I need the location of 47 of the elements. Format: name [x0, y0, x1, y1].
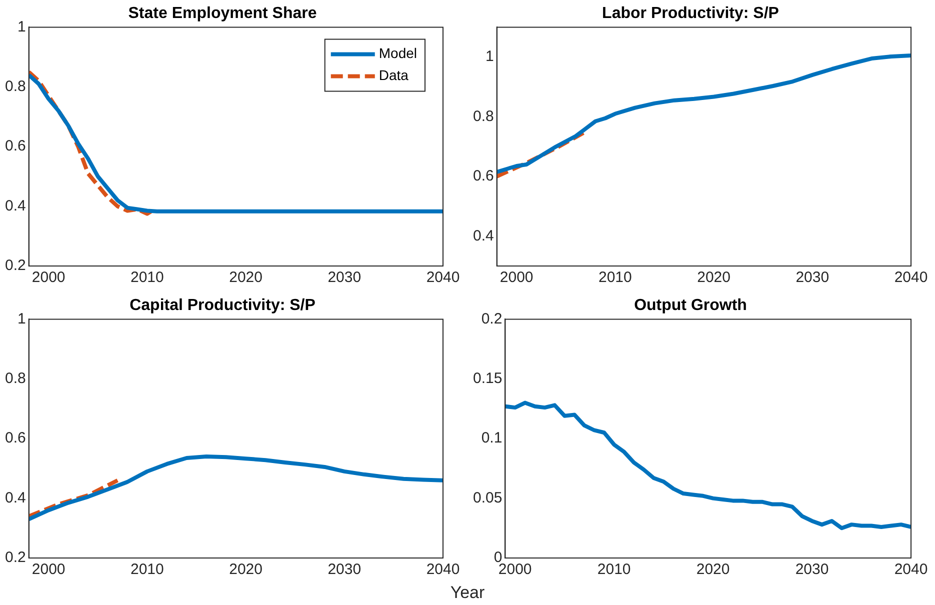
x-tick-label: 2020	[696, 561, 730, 578]
y-tick-label: 0.1	[481, 430, 502, 447]
y-tick-label: 0.4	[4, 197, 26, 214]
legend-label: Model	[378, 45, 418, 62]
x-tick-label: 2030	[796, 269, 830, 286]
x-tick-label: 2010	[130, 269, 164, 286]
line-series	[28, 70, 154, 216]
y-tick-label: 0.2	[4, 257, 26, 274]
x-tick-label: 2010	[130, 561, 164, 578]
y-tick-label: 0.05	[472, 489, 502, 506]
x-tick-label: 2000	[498, 561, 532, 578]
y-tick-label: 1	[486, 48, 494, 66]
chart-title: State Employment Share	[128, 5, 317, 22]
x-tick-label: 2000	[32, 269, 66, 286]
y-tick-label: 0.2	[4, 549, 26, 566]
line-series	[28, 478, 120, 518]
y-tick-label: 0.15	[472, 370, 502, 388]
x-tick-label: 2030	[328, 561, 362, 578]
y-tick-label: 0.4	[472, 227, 494, 244]
y-tick-label: 1	[18, 18, 26, 36]
x-tick-label: 2020	[229, 561, 262, 578]
x-tick-label: 2040	[894, 561, 928, 578]
x-tick-label: 2030	[795, 561, 829, 578]
x-tick-label: 2010	[598, 269, 632, 286]
x-tick-label: 2030	[328, 269, 362, 286]
x-tick-label: 2000	[500, 269, 534, 286]
chart-title: Capital Productivity: S/P	[130, 297, 316, 314]
y-tick-label: 0.6	[4, 430, 26, 447]
y-tick-label: 0.4	[4, 489, 26, 506]
legend-label: Data	[378, 67, 409, 84]
x-axis-title: Year	[449, 583, 486, 603]
x-tick-label: 2040	[894, 269, 928, 286]
x-tick-label: 2020	[229, 269, 262, 286]
chart-title: Output Growth	[634, 297, 747, 314]
x-tick-label: 2010	[597, 561, 631, 578]
x-tick-label: 2040	[426, 269, 460, 286]
y-tick-label: 0.6	[4, 138, 26, 155]
x-tick-label: 2000	[32, 561, 66, 578]
y-tick-label: 0.8	[472, 108, 494, 125]
y-tick-label: 0.8	[4, 78, 26, 96]
y-tick-label: 0.8	[4, 370, 26, 388]
chart-title: Labor Productivity: S/P	[602, 5, 780, 22]
x-tick-label: 2020	[697, 269, 730, 286]
y-tick-label: 0.6	[472, 168, 494, 185]
y-tick-label: 1	[18, 310, 26, 328]
x-tick-label: 2040	[426, 561, 460, 578]
y-tick-label: 0.2	[481, 310, 502, 328]
